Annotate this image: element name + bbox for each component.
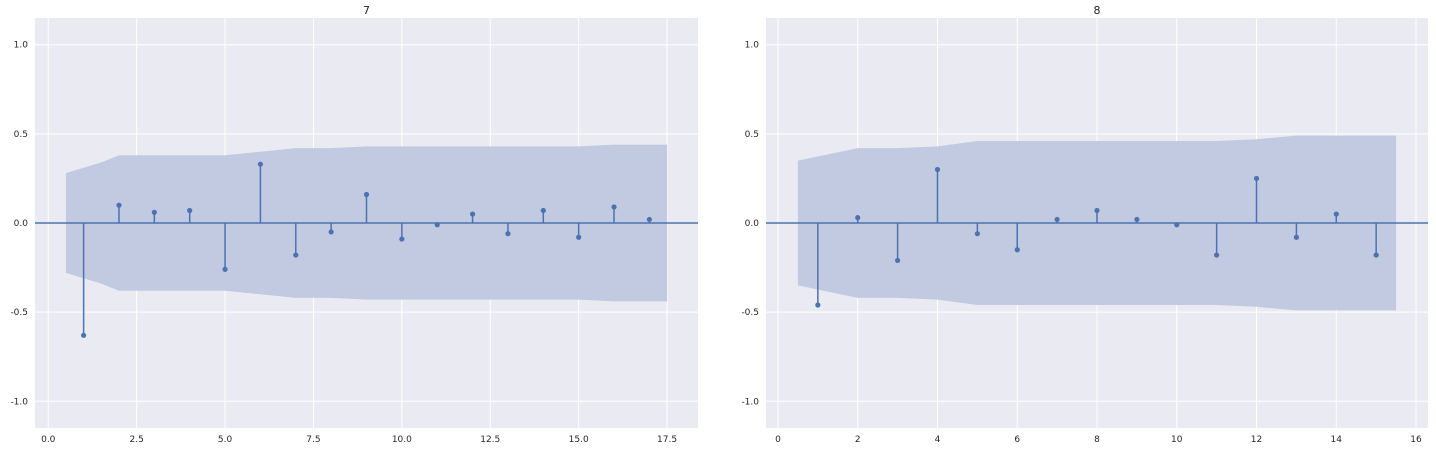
chart-svg-7: 7 0.0 2.5 5.0 7.5 10.0 12.5 15.0 17.5 1.0 0.5 0.0 -0…	[10, 4, 698, 445]
x-tick-label: 8	[1094, 435, 1100, 445]
stem-marker	[934, 166, 941, 173]
stem-marker	[1214, 252, 1220, 258]
stem-marker	[187, 207, 193, 214]
stem-marker	[469, 211, 476, 217]
x-tick-label: 0	[775, 435, 781, 445]
stem-marker	[1333, 211, 1339, 217]
stem-marker	[611, 204, 617, 210]
stem-marker	[1134, 216, 1140, 223]
x-tick-label: 10.0	[392, 435, 412, 445]
y-tick-label: 0.0	[745, 219, 760, 229]
y-tick-label: 0.5	[745, 130, 759, 140]
stem-marker	[505, 231, 511, 237]
x-tick-label: 5.0	[218, 435, 233, 445]
stem-marker	[328, 229, 334, 235]
stem-marker	[116, 202, 122, 208]
y-tick-label: 0.0	[14, 219, 29, 229]
x-tick-label: 2.5	[129, 435, 143, 445]
x-tick-label: 0.0	[41, 435, 56, 445]
stem-marker	[576, 234, 582, 240]
x-tick-label: 12.5	[480, 435, 500, 445]
stem-marker	[1253, 175, 1260, 182]
stem-marker	[363, 191, 370, 198]
stem-marker	[222, 266, 228, 272]
y-tick-label: 1.0	[745, 41, 760, 51]
stem-marker	[895, 257, 901, 264]
chart-svg-8: 8 0 2 4 6 8 10 12 14 16 1.0 0.5 0.0 -0.5 -1.0	[741, 4, 1428, 445]
stem-marker	[1014, 247, 1020, 253]
x-tick-label: 17.5	[657, 435, 677, 445]
x-tick-label: 4	[935, 435, 941, 445]
stem-marker	[434, 222, 440, 228]
stem-marker	[81, 332, 87, 338]
stem-marker	[399, 236, 405, 242]
stem-marker	[1174, 222, 1180, 228]
stem-marker	[540, 207, 546, 214]
stem-marker	[1054, 216, 1060, 223]
y-tick-label: 1.0	[14, 41, 29, 51]
x-tick-label: 2	[855, 435, 861, 445]
chart-title: 7	[363, 4, 370, 17]
stem-marker	[815, 302, 821, 308]
y-tick-label: -1.0	[10, 397, 28, 407]
x-tick-label: 16	[1410, 435, 1422, 445]
x-tick-label: 10	[1171, 435, 1183, 445]
y-tick-label: -0.5	[10, 308, 28, 318]
stem-marker	[1373, 252, 1379, 258]
acf-plot-7: 7 0.0 2.5 5.0 7.5 10.0 12.5 15.0 17.5 1.0 0.5 0.0 -0…	[10, 4, 698, 445]
x-tick-label: 12	[1251, 435, 1262, 445]
stem-marker	[855, 215, 861, 221]
stem-marker	[646, 216, 652, 223]
x-tick-label: 15.0	[569, 435, 589, 445]
x-tick-label: 7.5	[306, 435, 320, 445]
x-tick-label: 14	[1331, 435, 1343, 445]
chart-title: 8	[1094, 4, 1101, 17]
stem-marker	[151, 209, 157, 215]
stem-marker	[257, 161, 264, 167]
x-tick-label: 6	[1014, 435, 1020, 445]
y-tick-label: 0.5	[14, 130, 28, 140]
stem-marker	[974, 231, 980, 237]
stem-marker	[293, 252, 299, 258]
y-tick-label: -0.5	[741, 308, 759, 318]
stem-marker	[1094, 207, 1100, 214]
acf-plot-8: 8 0 2 4 6 8 10 12 14 16 1.0 0.5 0.0 -0.5 -1.0	[718, 0, 1436, 452]
stem-marker	[1293, 234, 1299, 240]
y-tick-label: -1.0	[741, 397, 759, 407]
